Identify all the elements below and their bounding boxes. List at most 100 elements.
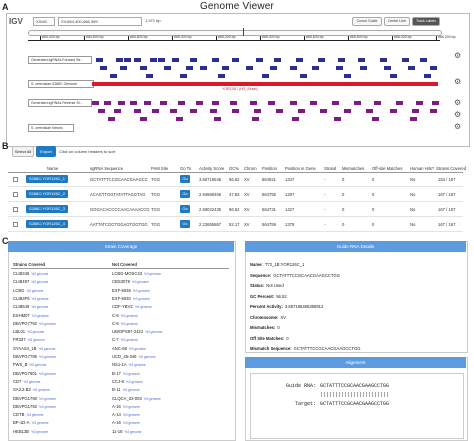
sgrna-forward-feature[interactable] xyxy=(146,74,153,78)
sgrna-reverse-feature[interactable] xyxy=(310,101,317,105)
sgrna-forward-feature[interactable] xyxy=(424,74,431,78)
row-checkbox[interactable] xyxy=(13,192,18,197)
sgrna-reverse-feature[interactable] xyxy=(212,101,219,105)
sgrna-reverse-feature[interactable] xyxy=(92,101,99,105)
sgrna-forward-feature[interactable] xyxy=(274,58,281,62)
genome-link[interactable]: %3 genome xyxy=(23,379,41,384)
sgrna-reverse-feature[interactable] xyxy=(290,101,297,105)
genome-link[interactable]: %3 genome xyxy=(31,305,49,310)
col-header-mismatches[interactable]: Mismatches xyxy=(342,166,365,171)
gene-feature[interactable] xyxy=(92,82,438,86)
sgrna-forward-feature[interactable] xyxy=(384,66,391,70)
sgrna-reverse-feature[interactable] xyxy=(178,101,185,105)
genome-link[interactable]: %3 genome xyxy=(131,280,149,285)
sgrna-forward-feature[interactable] xyxy=(212,58,219,62)
sgrna-reverse-feature[interactable] xyxy=(374,101,381,105)
genome-link[interactable]: %3 genome xyxy=(26,413,44,418)
sgrna-forward-feature[interactable] xyxy=(164,66,171,70)
col-header-human[interactable]: Human Hits? xyxy=(410,166,435,171)
row-checkbox[interactable] xyxy=(13,177,18,182)
sgrna-forward-feature[interactable] xyxy=(312,66,319,70)
sgrna-reverse-feature[interactable] xyxy=(118,101,125,105)
sgrna-reverse-feature[interactable] xyxy=(144,101,151,105)
genome-link[interactable]: %3 genome xyxy=(38,321,56,326)
sgrna-reverse-feature[interactable] xyxy=(298,109,305,113)
sgrna-reverse-feature[interactable] xyxy=(432,101,439,105)
go-to-button[interactable]: Go xyxy=(180,220,190,228)
sgrna-forward-feature[interactable] xyxy=(190,58,197,62)
sgrna-forward-feature[interactable] xyxy=(232,58,239,62)
genome-link[interactable]: %3 genome xyxy=(120,313,138,318)
chromosome-select[interactable]: XXIIIC xyxy=(33,17,55,26)
sgrna-reverse-feature[interactable] xyxy=(114,109,121,113)
sgrna-forward-feature[interactable] xyxy=(358,58,365,62)
genome-link[interactable]: %3 genome xyxy=(27,330,45,335)
sgrna-forward-feature[interactable] xyxy=(270,66,277,70)
col-header-sequence[interactable]: sgRNA Sequence xyxy=(90,166,124,171)
gear-icon[interactable]: ⚙ xyxy=(454,51,462,60)
genome-link[interactable]: %3 genome xyxy=(128,363,146,368)
genome-link[interactable]: %3 genome xyxy=(38,346,56,351)
sgrna-forward-feature[interactable] xyxy=(150,58,157,62)
sgrna-reverse-feature[interactable] xyxy=(254,109,261,113)
sgrna-forward-feature[interactable] xyxy=(172,58,179,62)
col-header-chrom[interactable]: Chrom xyxy=(244,166,257,171)
sgrna-forward-feature[interactable] xyxy=(110,74,117,78)
sgrna-forward-feature[interactable] xyxy=(290,66,297,70)
sgrna-reverse-feature[interactable] xyxy=(160,101,167,105)
genome-link[interactable]: %3 genome xyxy=(125,379,143,384)
sgrna-reverse-feature[interactable] xyxy=(230,101,237,105)
row-checkbox[interactable] xyxy=(13,207,18,212)
sgrna-forward-feature[interactable] xyxy=(296,58,303,62)
genome-link[interactable]: %3 genome xyxy=(29,363,47,368)
col-header-gc[interactable]: GC% xyxy=(229,166,240,171)
sgrna-reverse-feature[interactable] xyxy=(210,109,217,113)
gear-icon[interactable]: ⚙ xyxy=(454,122,462,131)
locus-input[interactable]: XV:664,400-666,399 xyxy=(58,17,142,26)
genome-link[interactable]: %3 genome xyxy=(31,272,49,276)
sgrna-reverse-feature[interactable] xyxy=(134,109,141,113)
sgrna-forward-feature[interactable] xyxy=(116,58,123,62)
sgrna-reverse-feature[interactable] xyxy=(196,101,203,105)
genome-link[interactable]: %3 genome xyxy=(38,404,56,409)
genome-link[interactable]: %3 genome xyxy=(31,280,49,285)
sgrna-forward-feature[interactable] xyxy=(262,74,269,78)
sgrna-forward-feature[interactable] xyxy=(402,58,409,62)
genome-link[interactable]: %3 genome xyxy=(26,288,44,293)
genome-link[interactable]: %3 genome xyxy=(145,330,163,335)
genome-link[interactable]: %3 genome xyxy=(120,321,138,326)
sgrna-forward-feature[interactable] xyxy=(120,66,127,70)
genome-link[interactable]: %3 genome xyxy=(122,388,140,393)
sgrna-reverse-feature[interactable] xyxy=(410,117,417,121)
sgrna-forward-feature[interactable] xyxy=(380,58,387,62)
sgrna-forward-feature[interactable] xyxy=(158,58,165,62)
sgrna-reverse-feature[interactable] xyxy=(268,101,275,105)
track-labels-button[interactable]: Track Labels xyxy=(412,17,440,26)
sgrna-forward-feature[interactable] xyxy=(420,58,427,62)
sgrna-reverse-feature[interactable] xyxy=(108,117,115,121)
sgrna-forward-feature[interactable] xyxy=(408,66,415,70)
genome-link[interactable]: %3 genome xyxy=(32,388,50,393)
genome-link[interactable]: %3 genome xyxy=(124,429,142,434)
col-header-pam[interactable]: PAM Site xyxy=(151,166,169,171)
sgrna-reverse-feature[interactable] xyxy=(332,101,339,105)
genome-link[interactable]: %3 genome xyxy=(128,346,146,351)
genome-link[interactable]: %3 genome xyxy=(143,396,161,401)
center-line-button[interactable]: Center Line xyxy=(384,17,410,26)
sgrna-forward-feature[interactable] xyxy=(140,66,147,70)
sgrna-reverse-feature[interactable] xyxy=(252,117,259,121)
sgrna-reverse-feature[interactable] xyxy=(390,109,397,113)
sgrna-reverse-feature[interactable] xyxy=(214,117,221,121)
col-header-strains[interactable]: Strains Covered xyxy=(436,166,467,171)
genome-link[interactable]: %3 genome xyxy=(38,396,56,401)
export-button[interactable]: Export xyxy=(36,146,56,157)
sgrna-reverse-feature[interactable] xyxy=(176,117,183,121)
sgrna-forward-feature[interactable] xyxy=(336,66,343,70)
sgrna-reverse-feature[interactable] xyxy=(292,117,299,121)
sgrna-forward-feature[interactable] xyxy=(318,58,325,62)
sgrna-forward-feature[interactable] xyxy=(218,74,225,78)
sgrna-reverse-feature[interactable] xyxy=(276,109,283,113)
genome-link[interactable]: %3 genome xyxy=(31,296,49,301)
sgrna-forward-feature[interactable] xyxy=(200,66,207,70)
sgrna-forward-feature[interactable] xyxy=(100,66,107,70)
